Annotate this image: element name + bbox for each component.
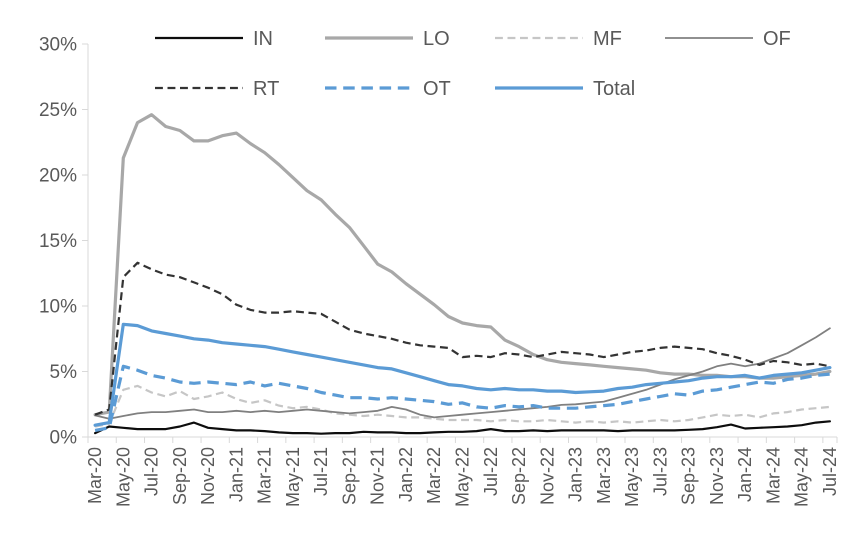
series-line-lo [93, 113, 832, 417]
series-line-mf [94, 384, 831, 428]
x-axis-tick-label: Mar-20 [85, 447, 105, 504]
legend-label-rt: RT [253, 78, 279, 100]
x-axis-tick-label: Nov-21 [368, 447, 388, 505]
x-axis-tick-label: May-23 [622, 447, 642, 507]
x-axis-tick-label: May-22 [453, 447, 473, 507]
x-axis-tick-label: Jan-24 [735, 447, 755, 502]
x-axis-tick-label: Jul-21 [311, 447, 331, 496]
series-line-of [94, 327, 831, 420]
y-axis-tick-label: 10% [39, 297, 77, 318]
legend-label-lo: LO [423, 28, 450, 50]
y-axis-tick-label: 5% [50, 362, 78, 383]
x-axis-tick-label: Mar-24 [763, 447, 783, 504]
x-axis-tick-label: Nov-22 [537, 447, 557, 505]
series-line-rt [94, 261, 831, 416]
x-axis-tick-label: Mar-22 [424, 447, 444, 504]
x-axis-tick-label: Sep-21 [339, 447, 359, 505]
series-line-total [93, 322, 832, 427]
x-axis-tick-label: Sep-23 [679, 447, 699, 505]
x-axis-tick-label: Nov-20 [198, 447, 218, 505]
legend-label-total: Total [593, 78, 635, 100]
x-axis-tick-label: Jul-22 [481, 447, 501, 496]
x-axis-tick-label: May-24 [792, 447, 812, 507]
x-axis-tick-label: Mar-21 [255, 447, 275, 504]
y-axis-tick-label: 30% [39, 35, 77, 56]
y-axis-tick-label: 0% [50, 428, 78, 449]
y-axis-tick-label: 25% [39, 100, 77, 121]
legend-label-of: OF [763, 28, 791, 50]
x-axis-tick-label: Sep-22 [509, 447, 529, 505]
x-axis-tick-label: Jul-23 [650, 447, 670, 496]
x-axis-tick-label: Jan-22 [396, 447, 416, 502]
series-line-ot [94, 364, 831, 432]
x-axis-tick-label: Sep-20 [170, 447, 190, 505]
x-axis-tick-label: May-21 [283, 447, 303, 507]
legend-label-ot: OT [423, 78, 451, 100]
x-axis-tick-label: Jan-23 [566, 447, 586, 502]
x-axis-tick-label: Jan-21 [226, 447, 246, 502]
x-axis-tick-label: May-20 [113, 447, 133, 507]
series-line-in [93, 420, 832, 435]
x-axis-tick-label: Nov-23 [707, 447, 727, 505]
legend-label-in: IN [253, 28, 273, 50]
x-axis-tick-label: Jul-20 [142, 447, 162, 496]
x-axis-tick-label: Mar-23 [594, 447, 614, 504]
x-axis-tick-label: Jul-24 [820, 447, 840, 496]
y-axis-tick-label: 20% [39, 166, 77, 187]
y-axis-tick-label: 15% [39, 231, 77, 252]
legend-label-mf: MF [593, 28, 622, 50]
